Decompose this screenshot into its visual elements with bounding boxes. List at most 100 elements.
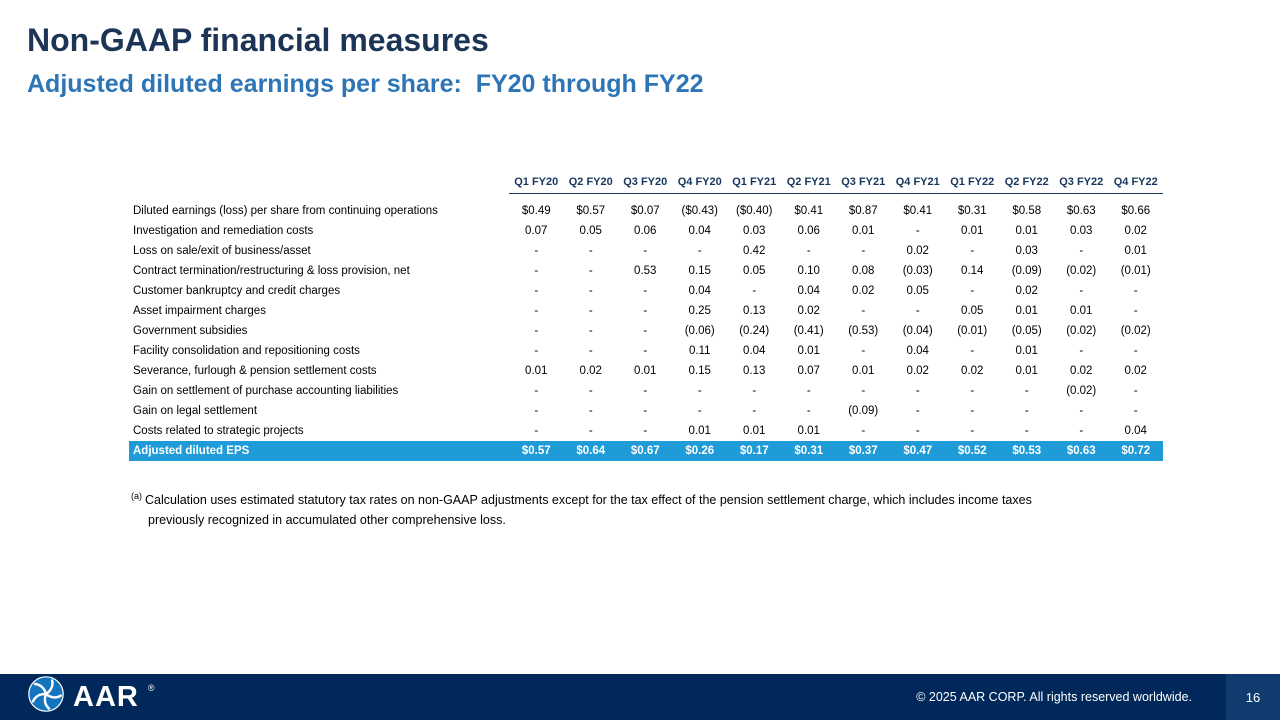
aar-logo-wordmark: AAR (73, 681, 139, 713)
value-cell: 0.01 (797, 345, 820, 357)
row-label: Customer bankruptcy and credit charges (133, 285, 341, 297)
table-row: Loss on sale/exit of business/asset - - - - 0… (129, 241, 1163, 261)
value-cell: 0.03 (1015, 245, 1038, 257)
table-row: Gain on legal settlement - - - - - - (0.09) - - - -… (129, 401, 1163, 421)
value-cell: - (1079, 405, 1084, 417)
row-label: Investigation and remediation costs (133, 225, 314, 237)
value-cell: - (588, 325, 593, 337)
value-cell: - (643, 245, 648, 257)
value-cell: - (534, 325, 539, 337)
value-cell: - (970, 285, 975, 297)
value-cell: $0.63 (1054, 441, 1109, 461)
value-cell: - (588, 425, 593, 437)
aar-logo-icon (28, 675, 64, 712)
value-cell: $0.31 (781, 441, 836, 461)
value-cell: - (861, 245, 866, 257)
value-cell: 0.11 (688, 345, 711, 357)
value-cell: - (915, 385, 920, 397)
value-cell: 0.02 (579, 365, 602, 377)
value-cell: (0.24) (739, 325, 770, 337)
value-cell: - (643, 285, 648, 297)
value-cell: - (806, 245, 811, 257)
table-row: Government subsidies - - - (0.06) (0.24) (0.41… (129, 321, 1163, 341)
column-header: Q1 FY20 (509, 176, 564, 194)
column-header: Q1 FY22 (945, 176, 1000, 194)
value-cell: - (697, 385, 702, 397)
value-cell: $0.66 (1121, 205, 1151, 217)
column-header: Q4 FY22 (1108, 176, 1163, 194)
value-cell: - (643, 405, 648, 417)
value-cell: 0.01 (1015, 365, 1038, 377)
value-cell: 0.02 (1124, 225, 1147, 237)
value-cell: - (1079, 345, 1084, 357)
value-cell: - (1024, 385, 1029, 397)
value-cell: 0.15 (688, 265, 711, 277)
footer-bar: AAR ® © 2025 AAR CORP. All rights reserv… (0, 674, 1280, 720)
row-label: Contract termination/restructuring & los… (133, 265, 410, 277)
value-cell: $0.64 (563, 441, 618, 461)
copyright-text: © 2025 AAR CORP. All rights reserved wor… (916, 690, 1192, 704)
value-cell: - (534, 405, 539, 417)
value-cell: - (534, 425, 539, 437)
value-cell: 0.01 (797, 425, 820, 437)
value-cell: 0.05 (579, 225, 602, 237)
value-cell: (0.05) (1011, 325, 1042, 337)
value-cell: - (534, 285, 539, 297)
row-label: Government subsidies (133, 325, 248, 337)
value-cell: - (643, 345, 648, 357)
value-cell: 0.01 (852, 365, 875, 377)
value-cell: 0.05 (961, 305, 984, 317)
value-cell: (0.02) (1066, 265, 1097, 277)
column-header: Q4 FY21 (890, 176, 945, 194)
value-cell: 0.01 (1015, 345, 1038, 357)
value-cell: - (1079, 285, 1084, 297)
value-cell: 0.10 (797, 265, 820, 277)
value-cell: - (861, 385, 866, 397)
value-cell: $0.37 (836, 441, 891, 461)
value-cell: 0.01 (961, 225, 984, 237)
value-cell: - (861, 305, 866, 317)
value-cell: 0.02 (906, 365, 929, 377)
value-cell: 0.01 (1015, 305, 1038, 317)
value-cell: $0.49 (521, 205, 551, 217)
column-header: Q1 FY21 (727, 176, 782, 194)
value-cell: 0.01 (743, 425, 766, 437)
aar-logo: AAR ® (28, 675, 154, 719)
value-cell: 0.02 (1070, 365, 1093, 377)
value-cell: 0.01 (852, 225, 875, 237)
column-header: Q2 FY20 (563, 176, 618, 194)
value-cell: $0.26 (672, 441, 727, 461)
value-cell: - (534, 245, 539, 257)
value-cell: 0.14 (961, 265, 984, 277)
value-cell: 0.02 (961, 365, 984, 377)
row-label: Loss on sale/exit of business/asset (133, 245, 311, 257)
column-header: Q2 FY21 (781, 176, 836, 194)
value-cell: - (861, 345, 866, 357)
value-cell: - (697, 405, 702, 417)
value-cell: (0.41) (793, 325, 824, 337)
page-number: 16 (1245, 689, 1261, 705)
row-label: Adjusted diluted EPS (129, 441, 509, 461)
value-cell: $0.07 (630, 205, 660, 217)
value-cell: - (915, 305, 920, 317)
value-cell: 0.06 (634, 225, 657, 237)
value-cell: ($0.40) (736, 205, 773, 217)
column-header: Q2 FY22 (999, 176, 1054, 194)
table-header-row: Q1 FY20 Q2 FY20 Q3 FY20 Q4 FY20 Q1 FY21 Q2 FY… (129, 176, 1163, 194)
value-cell: - (752, 405, 757, 417)
value-cell: - (970, 385, 975, 397)
value-cell: - (970, 405, 975, 417)
value-cell: 0.01 (634, 365, 657, 377)
value-cell: 0.02 (1015, 285, 1038, 297)
value-cell: $0.57 (576, 205, 606, 217)
value-cell: 0.01 (1015, 225, 1038, 237)
value-cell: (0.02) (1066, 385, 1097, 397)
value-cell: (0.04) (902, 325, 933, 337)
page-number-box: 16 (1226, 674, 1280, 720)
value-cell: - (534, 305, 539, 317)
value-cell: 0.15 (688, 365, 711, 377)
row-label: Diluted earnings (loss) per share from c… (133, 204, 438, 217)
value-cell: 0.04 (688, 225, 711, 237)
value-cell: 0.01 (525, 365, 548, 377)
value-cell: - (534, 345, 539, 357)
